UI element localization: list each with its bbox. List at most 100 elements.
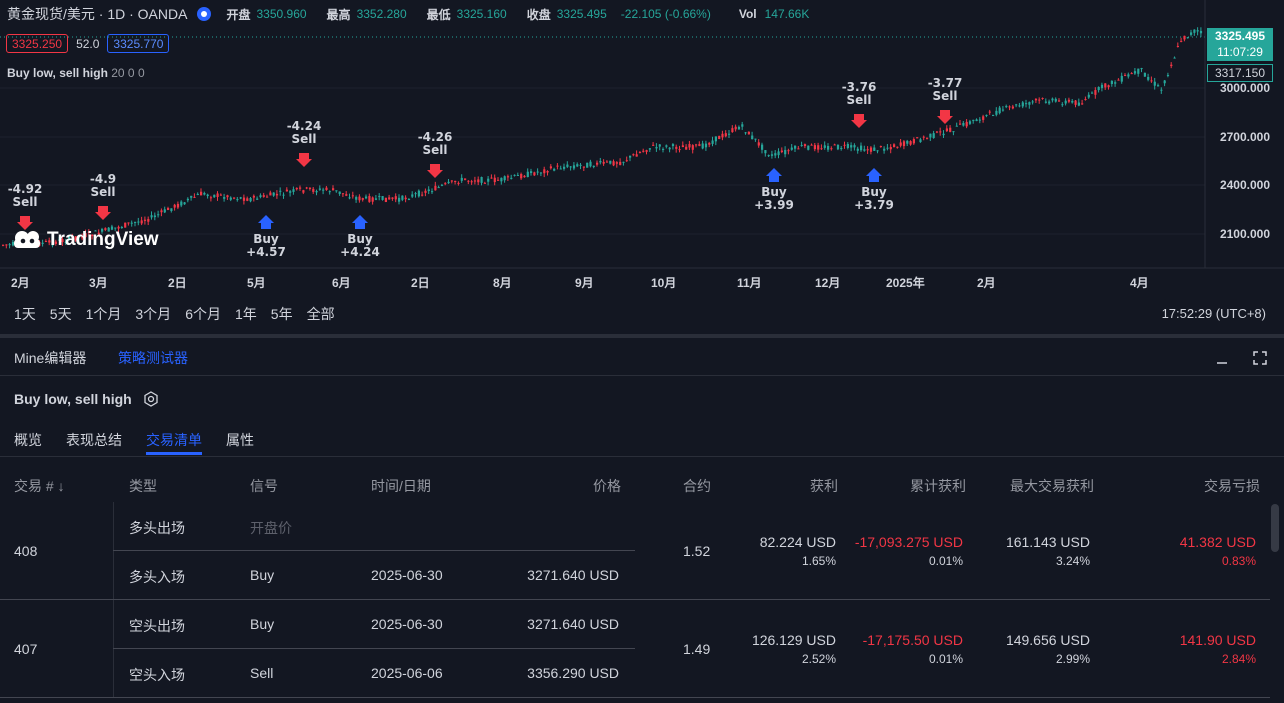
candle-body [741, 124, 744, 127]
price-tick: 2700.000 [1219, 130, 1270, 144]
range-5d-button[interactable]: 5天 [49, 306, 72, 322]
candle-body [355, 197, 358, 200]
candle-body [803, 144, 807, 147]
candle-body [404, 197, 407, 200]
profit: 82.224 USD [759, 534, 836, 550]
cumulative-profit: -17,093.275 USD [854, 534, 963, 550]
candle-body [728, 133, 731, 135]
candle-body [114, 227, 117, 229]
tab-pine-editor[interactable]: Mine编辑器 [14, 350, 87, 366]
candle-body [909, 141, 912, 145]
buy-signal-marker[interactable]: Buy+3.79 [854, 168, 894, 212]
signal-pnl: -3.77 [928, 76, 963, 90]
candle-body [965, 121, 968, 127]
candle-body [361, 198, 364, 200]
candle-body [688, 144, 691, 148]
time-axis-label: 2日 [168, 276, 187, 290]
buy-signal-marker[interactable]: Buy+3.99 [754, 168, 794, 212]
candle-body [1120, 75, 1123, 82]
table-scrollbar[interactable] [1271, 504, 1279, 552]
market-status-icon[interactable] [197, 7, 212, 21]
buy-signal-marker[interactable]: Buy+4.24 [340, 215, 380, 259]
candle-body [490, 177, 493, 179]
range-1m-button[interactable]: 1个月 [85, 306, 122, 322]
candle-body [176, 203, 180, 208]
candle-body [193, 196, 196, 198]
tradingview-logo[interactable]: TradingView [12, 229, 159, 251]
candle-body [262, 195, 265, 197]
price-tick: 2400.000 [1219, 178, 1270, 192]
range-all-button[interactable]: 全部 [306, 306, 335, 322]
contracts: 1.52 [683, 543, 711, 559]
tradingview-logo-icon [14, 231, 40, 248]
sell-arrow-icon [296, 153, 312, 167]
range-6m-button[interactable]: 6个月 [185, 306, 221, 322]
candle-body [800, 145, 803, 147]
candle-body [246, 198, 249, 201]
signal-label: Sell [422, 143, 447, 157]
candle-body [117, 226, 120, 229]
candle-body [840, 147, 843, 149]
price-chart[interactable]: -4.92Sell-4.9SellBuy+4.57-4.24SellBuy+4.… [0, 0, 1284, 296]
symbol-title[interactable]: 黄金现货/美元 · 1D · OANDA [7, 6, 188, 22]
candle-body [249, 198, 252, 202]
tab-properties[interactable]: 属性 [226, 432, 254, 448]
candle-body [1025, 103, 1028, 105]
candle-body [1067, 99, 1071, 102]
minimize-icon[interactable] [1214, 350, 1230, 366]
candle-body [467, 180, 470, 182]
time-axis-label: 2月 [11, 276, 30, 290]
timezone-clock[interactable]: 17:52:29 (UTC+8) [1161, 306, 1266, 321]
candle-body [440, 184, 444, 186]
chart-area[interactable]: -4.92 Sell -4.9 Sell Buy +4.57 -4.24 Sell Buy +4.… [0, 0, 1284, 296]
panel-tabs: Mine编辑器 策略测试器 [0, 344, 1284, 370]
candle-body [988, 111, 991, 113]
col-trade-number[interactable]: 交易 # ↓ [14, 478, 65, 494]
settings-icon[interactable] [142, 390, 160, 408]
table-row[interactable]: 407 空头出场 Buy 2025-06-30 3271.640 USD 空头入… [0, 600, 1270, 698]
panel-resize-handle[interactable] [0, 334, 1284, 338]
col-signal: 信号 [250, 478, 278, 494]
buy-price-button[interactable]: 3325.770 [107, 34, 170, 53]
tab-list-of-trades[interactable]: 交易清单 [146, 432, 202, 448]
range-5y-button[interactable]: 5年 [270, 306, 293, 322]
candle-body [556, 165, 559, 167]
candle-body [708, 142, 711, 145]
candle-body [378, 196, 381, 198]
maximize-icon[interactable] [1252, 350, 1268, 366]
candle-body [239, 197, 242, 199]
range-1d-button[interactable]: 1天 [14, 306, 36, 322]
candle-body [1176, 45, 1179, 47]
candle-body [632, 154, 635, 156]
candle-body [681, 145, 684, 148]
tab-overview[interactable]: 概览 [14, 432, 42, 448]
candle-body [853, 145, 856, 148]
range-3m-button[interactable]: 3个月 [135, 306, 172, 322]
candle-body [879, 146, 882, 148]
time-axis[interactable]: 2月 3月 2日 5月 6月 2日 8月 9月 10月 11月 12月 2025年 2月 4月 [0, 270, 1205, 294]
exit-type: 空头出场 [129, 618, 185, 634]
candle-body [1186, 37, 1189, 39]
candle-body [810, 144, 813, 146]
time-axis-label: 2日 [411, 276, 430, 290]
buy-signal-marker[interactable]: Buy+4.57 [246, 215, 286, 259]
strategy-legend[interactable]: Buy low, sell high 20 0 0 [7, 66, 145, 80]
price-scale[interactable]: 3000.000 2700.000 2400.000 2100.000 3325… [1205, 0, 1284, 268]
sell-arrow-icon [95, 206, 111, 220]
candle-body [322, 189, 325, 191]
candle-body [579, 164, 582, 166]
tab-strategy-tester[interactable]: 策略测试器 [118, 350, 188, 366]
candle-body [559, 168, 562, 170]
table-row[interactable]: 408 多头出场 开盘价 多头入场 Buy 2025-06-30 3271.64… [0, 502, 1270, 600]
sell-price-button[interactable]: 3325.250 [6, 34, 69, 53]
signal-pnl: -4.24 [287, 119, 322, 133]
range-1y-button[interactable]: 1年 [234, 306, 257, 322]
candle-body [1094, 90, 1097, 95]
tab-performance-summary[interactable]: 表现总结 [66, 432, 122, 448]
